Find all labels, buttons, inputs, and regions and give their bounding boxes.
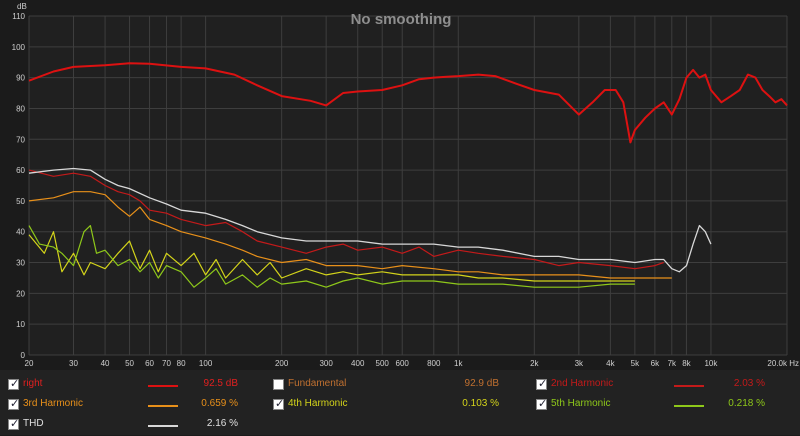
x-tick-label-13: 800	[427, 359, 441, 368]
legend-value-fundamental: 92.9 dB	[464, 378, 499, 389]
legend-checkbox-5th-harmonic[interactable]	[536, 397, 547, 410]
legend-value-thd: 2.16 %	[206, 418, 238, 429]
series-line-4th-harmonic	[28, 231, 635, 282]
y-tick-label-2: 20	[16, 289, 25, 298]
legend-swatch-5th-harmonic	[674, 405, 704, 407]
x-tick-label-12: 600	[396, 359, 410, 368]
x-tick-label-5: 70	[162, 359, 171, 368]
x-tick-labels: 20 30 40 50 60 70 80 100 200 300 400 500 600 800 1k 2k 3…	[25, 359, 799, 368]
y-tick-label-5: 50	[16, 197, 25, 206]
legend-label-3rd-harmonic: 3rd Harmonic	[23, 398, 84, 409]
x-tick-label-19: 6k	[651, 359, 660, 368]
legend-label-fundamental: Fundamental	[288, 378, 347, 389]
y-axis-label: dB	[17, 2, 27, 11]
y-tick-label-3: 30	[16, 259, 25, 268]
x-tick-label-6: 80	[177, 359, 186, 368]
y-tick-label-0: 0	[21, 351, 26, 360]
x-tick-label-18: 5k	[631, 359, 640, 368]
legend-checkbox-3rd-harmonic[interactable]	[8, 397, 19, 410]
legend-item-fundamental[interactable]: Fundamental 92.9 dB	[273, 376, 499, 396]
series-lines	[28, 62, 788, 288]
series-line-5th-harmonic	[28, 225, 635, 288]
legend-label-right: right	[23, 378, 43, 389]
legend-value-right: 92.5 dB	[203, 378, 238, 389]
y-tick-label-1: 10	[16, 320, 25, 329]
legend-checkbox-fundamental[interactable]	[273, 379, 284, 390]
y-tick-label-7: 70	[16, 135, 25, 144]
y-tick-label-8: 80	[16, 104, 25, 113]
x-tick-label-15: 2k	[530, 359, 539, 368]
series-line-3rd-harmonic	[28, 191, 672, 279]
x-tick-label-20: 7k	[668, 359, 677, 368]
x-tick-label-22: 10k	[704, 359, 718, 368]
series-line-thd	[28, 167, 712, 273]
x-tick-label-11: 500	[376, 359, 390, 368]
legend-swatch-thd	[148, 425, 178, 427]
legend-value-3rd-harmonic: 0.659 %	[201, 398, 238, 409]
x-tick-label-2: 40	[101, 359, 110, 368]
legend-checkbox-2nd-harmonic[interactable]	[536, 377, 547, 390]
plot-area[interactable]	[29, 16, 787, 355]
y-tick-label-6: 60	[16, 166, 25, 175]
y-tick-label-10: 100	[12, 43, 26, 52]
chart-title: No smoothing	[351, 11, 452, 28]
x-tick-label-17: 4k	[606, 359, 615, 368]
legend-label-thd: THD	[23, 418, 44, 429]
y-tick-label-11: 110	[12, 12, 25, 21]
legend-swatch-right	[148, 385, 178, 387]
legend-item-5th-harmonic[interactable]: 5th Harmonic 0.218 %	[536, 396, 765, 416]
legend-checkbox-right[interactable]	[8, 377, 19, 390]
legend-label-2nd-harmonic: 2nd Harmonic	[551, 378, 614, 389]
legend-label-4th-harmonic: 4th Harmonic	[288, 398, 348, 409]
series-line-right	[28, 62, 788, 144]
x-tick-label-3: 50	[125, 359, 134, 368]
legend-item-thd[interactable]: THD 2.16 %	[8, 416, 238, 436]
x-tick-label-21: 8k	[682, 359, 691, 368]
legend-value-4th-harmonic: 0.103 %	[462, 398, 499, 409]
x-tick-label-14: 1k	[454, 359, 463, 368]
x-tick-label-0: 20	[25, 359, 34, 368]
legend-checkbox-4th-harmonic[interactable]	[273, 397, 284, 410]
y-tick-label-9: 90	[16, 74, 25, 83]
x-tick-label-10: 400	[351, 359, 365, 368]
legend-swatch-2nd-harmonic	[674, 385, 704, 387]
legend-item-3rd-harmonic[interactable]: 3rd Harmonic 0.659 %	[8, 396, 238, 416]
legend-value-2nd-harmonic: 2.03 %	[733, 378, 765, 389]
legend-value-5th-harmonic: 0.218 %	[728, 398, 765, 409]
legend-item-4th-harmonic[interactable]: 4th Harmonic 0.103 %	[273, 396, 499, 416]
x-tick-label-9: 300	[319, 359, 333, 368]
grid-lines	[28, 15, 788, 356]
legend-label-5th-harmonic: 5th Harmonic	[551, 398, 611, 409]
y-tick-label-4: 40	[16, 228, 25, 237]
x-tick-label-16: 3k	[575, 359, 584, 368]
legend-checkbox-thd[interactable]	[8, 417, 19, 430]
legend-swatch-3rd-harmonic	[148, 405, 178, 407]
legend-item-2nd-harmonic[interactable]: 2nd Harmonic 2.03 %	[536, 376, 765, 396]
legend-panel: right 92.5 dB Fundamental 92.9 dB 2nd Harmon…	[0, 370, 800, 435]
legend-item-right[interactable]: right 92.5 dB	[8, 376, 238, 396]
x-tick-label-1: 30	[69, 359, 78, 368]
y-tick-labels: 0 10 20 30 40 50 60 70 80 90 100 110	[12, 12, 26, 360]
x-tick-label-7: 100	[199, 359, 213, 368]
x-tick-label-23: 20.0k Hz	[767, 359, 799, 368]
series-line-2nd-harmonic	[28, 169, 664, 270]
response-chart[interactable]: 0 10 20 30 40 50 60 70 80 90 100 110 20 30 40 50 60 70 80…	[0, 0, 800, 370]
x-tick-label-4: 60	[145, 359, 154, 368]
x-tick-label-8: 200	[275, 359, 289, 368]
